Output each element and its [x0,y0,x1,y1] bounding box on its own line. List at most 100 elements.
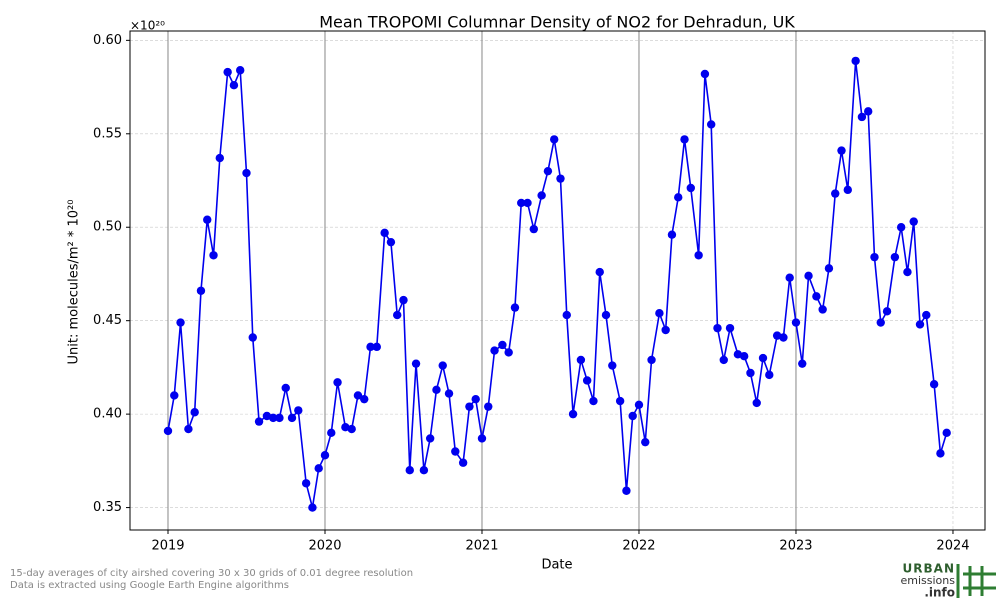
y-tick-label: 0.40 [93,407,122,422]
data-point [863,107,873,116]
data-point [661,325,670,335]
footnote: Data is extracted using Google Earth Eng… [10,580,289,591]
data-point [380,228,389,238]
data-point [523,198,532,208]
x-axis-label: Date [541,558,572,573]
y-tick-label: 0.50 [93,220,122,235]
data-point [372,342,381,352]
data-point [399,295,408,305]
data-point [465,402,474,411]
data-point [896,223,906,232]
y-axis-label: Unit: molecules/m² * 10²⁰ [67,200,82,365]
data-point [287,413,297,423]
data-point [484,402,493,411]
data-point [425,434,435,443]
data-point [529,224,538,234]
data-point [510,303,520,312]
data-point [236,66,245,75]
data-point [254,417,264,426]
data-point [812,292,821,301]
data-point [333,378,342,387]
data-point [622,486,631,495]
data-point [595,267,604,277]
data-point [471,394,480,404]
data-point [209,251,218,260]
data-point [843,185,852,195]
y-tick-label: 0.60 [93,33,122,48]
x-tick-label: 2019 [151,539,184,554]
data-point [576,355,586,365]
data-point [327,428,336,438]
data-point [903,267,912,277]
data-point [477,434,487,443]
data-point [804,271,813,281]
data-point [190,408,199,417]
data-point [694,251,703,260]
data-point [314,464,323,473]
x-tick-label: 2022 [622,539,655,554]
data-point [386,237,396,247]
data-point [432,385,441,395]
data-point [411,359,421,368]
data-point [438,361,447,370]
data-point [504,348,513,357]
data-point [568,409,578,419]
data-point [831,189,840,198]
data-point [719,355,728,365]
data-point [176,318,185,327]
data-point [634,400,644,409]
data-point [680,135,689,144]
data-point [758,353,768,363]
data-point [791,318,801,327]
data-point [419,465,429,475]
x-tick-label: 2021 [465,539,498,554]
data-point [196,286,206,295]
data-point [882,307,892,316]
data-point [163,426,173,436]
data-point [517,198,526,208]
footnote: 15-day averages of city airshed covering… [10,568,413,579]
logo-icon [956,564,996,598]
data-point [248,333,257,342]
data-point [641,437,650,447]
y-tick-label: 0.35 [93,500,122,515]
data-point [615,396,625,406]
data-point [366,342,375,352]
data-point [818,305,827,314]
chart-title: Mean TROPOMI Columnar Density of NO2 for… [319,13,795,32]
data-line [167,60,948,508]
data-point [320,451,330,460]
data-point [490,346,499,355]
data-point [942,428,951,438]
data-point [294,406,303,415]
data-point [353,391,363,400]
data-point [739,351,749,361]
data-point [308,503,317,512]
data-point [628,411,637,421]
data-point [268,413,278,423]
data-point [601,310,611,320]
data-point [674,193,683,202]
data-point [537,191,546,200]
data-point [746,368,755,378]
data-point [444,389,454,398]
data-point [498,340,507,350]
data-point [765,370,774,380]
data-point [215,153,225,163]
data-point [779,333,788,342]
x-tick-label: 2024 [936,539,969,554]
data-point [451,447,460,456]
data-point [223,67,232,77]
data-point [229,80,239,90]
data-point [915,320,925,329]
data-point [458,458,468,467]
data-point [667,230,677,239]
data-point [203,215,212,224]
data-point [184,424,193,434]
x-tick-label: 2020 [308,539,341,554]
data-point [608,361,617,370]
data-point [713,323,722,333]
y-tick-label: 0.45 [93,313,122,328]
data-point [647,355,656,365]
